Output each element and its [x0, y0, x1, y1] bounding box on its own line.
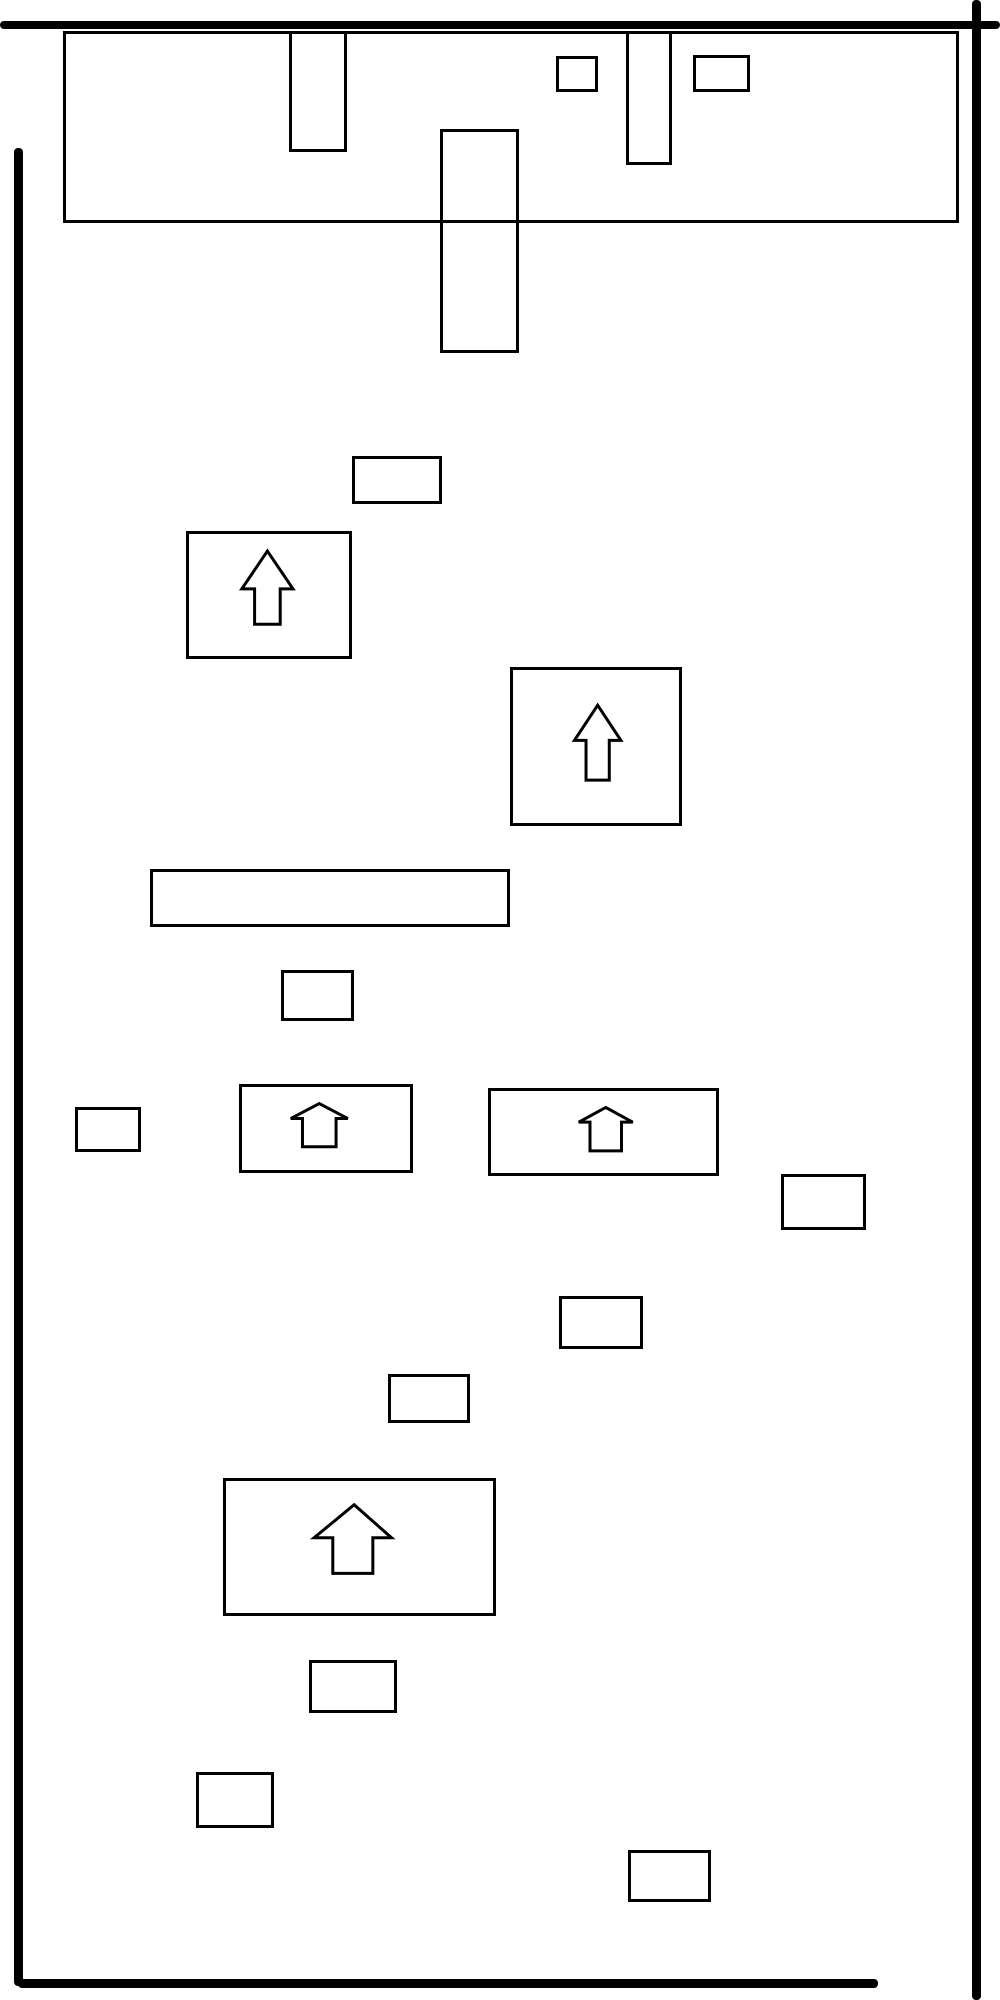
small-box-9 [628, 1850, 711, 1902]
small-box-7 [309, 1660, 397, 1713]
top-border-line [0, 21, 1000, 29]
up-arrow-icon [242, 1087, 410, 1170]
bottom-border-line [18, 1979, 878, 1988]
small-box-6 [388, 1374, 470, 1423]
arrow-box-4 [488, 1088, 719, 1176]
top-right-small-box [693, 55, 750, 92]
left-border-line [14, 148, 23, 1986]
top-left-vertical-box [289, 31, 347, 152]
wide-bar-box [150, 869, 510, 927]
center-vertical-box [440, 129, 519, 353]
small-box-4 [781, 1174, 866, 1230]
up-arrow-icon [226, 1481, 493, 1613]
right-border-line [972, 0, 981, 2000]
arrow-box-2 [510, 667, 682, 826]
small-box-1 [352, 456, 442, 504]
small-box-5 [559, 1296, 643, 1349]
small-box-2 [281, 970, 354, 1021]
up-arrow-icon [189, 534, 349, 656]
up-arrow-icon [513, 670, 679, 823]
arrow-box-1 [186, 531, 352, 659]
small-box-3 [75, 1107, 141, 1152]
up-arrow-icon [491, 1091, 716, 1173]
top-small-square-box [556, 56, 598, 92]
arrow-box-5 [223, 1478, 496, 1616]
small-box-8 [196, 1772, 274, 1828]
top-container-box [63, 31, 959, 223]
arrow-box-3 [239, 1084, 413, 1173]
top-right-vertical-box [626, 31, 672, 165]
